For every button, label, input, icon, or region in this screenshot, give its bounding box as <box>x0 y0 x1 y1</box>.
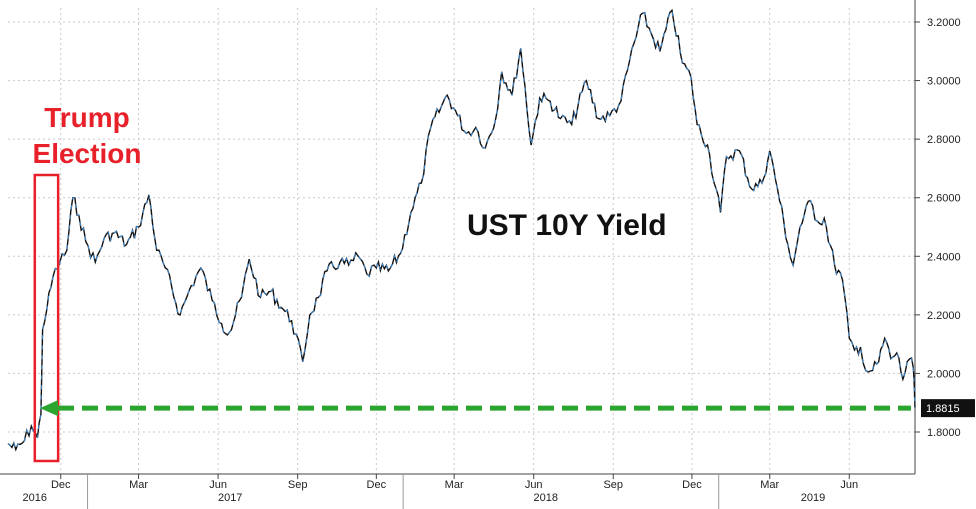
y-tick-label: 1.8000 <box>927 427 961 439</box>
series-line <box>7 8 916 452</box>
y-tick-label: 3.0000 <box>927 76 961 88</box>
chart-title: UST 10Y Yield <box>467 209 667 242</box>
grid <box>8 8 915 474</box>
x-tick-label: Mar <box>760 479 779 491</box>
x-tick-label: Jun <box>525 479 543 491</box>
year-label: 2019 <box>801 492 825 504</box>
x-tick-label: Sep <box>288 479 308 491</box>
year-label: 2016 <box>23 492 47 504</box>
annotation-line-2: Election <box>33 138 142 169</box>
election-annotation-box <box>33 173 60 463</box>
y-tick-label: 2.0000 <box>927 368 961 380</box>
x-tick-label: Jun <box>209 479 227 491</box>
y-tick-label: 2.6000 <box>927 193 961 205</box>
y-tick-label: 3.2000 <box>927 17 961 29</box>
last-value-badge: 1.8815 <box>921 399 975 418</box>
year-label: 2017 <box>218 492 242 504</box>
x-tick-label: Sep <box>603 479 623 491</box>
x-tick-label: Dec <box>367 479 387 491</box>
x-tick-label: Mar <box>445 479 464 491</box>
y-tick-label: 2.2000 <box>927 310 961 322</box>
x-tick-label: Jun <box>840 479 858 491</box>
x-tick-label: Mar <box>129 479 148 491</box>
x-axis: Dec Mar Jun Sep Dec Mar Jun Sep Dec Mar Jun 2016 201… <box>0 473 915 509</box>
y-tick-label: 2.4000 <box>927 251 961 263</box>
x-tick-label: Dec <box>682 479 702 491</box>
last-value-label: 1.8815 <box>926 403 960 415</box>
year-label: 2018 <box>534 492 558 504</box>
last-value-badge-bg <box>921 399 975 418</box>
series-line-highlight <box>7 9 916 452</box>
annotation-line-1: Trump <box>44 102 130 133</box>
y-tick-label: 2.8000 <box>927 134 961 146</box>
reference-arrowhead <box>40 400 58 417</box>
x-tick-label: Dec <box>51 479 71 491</box>
y-axis: 1.8000 2.0000 2.2000 2.4000 2.6000 2.8000 3.00… <box>914 0 961 474</box>
